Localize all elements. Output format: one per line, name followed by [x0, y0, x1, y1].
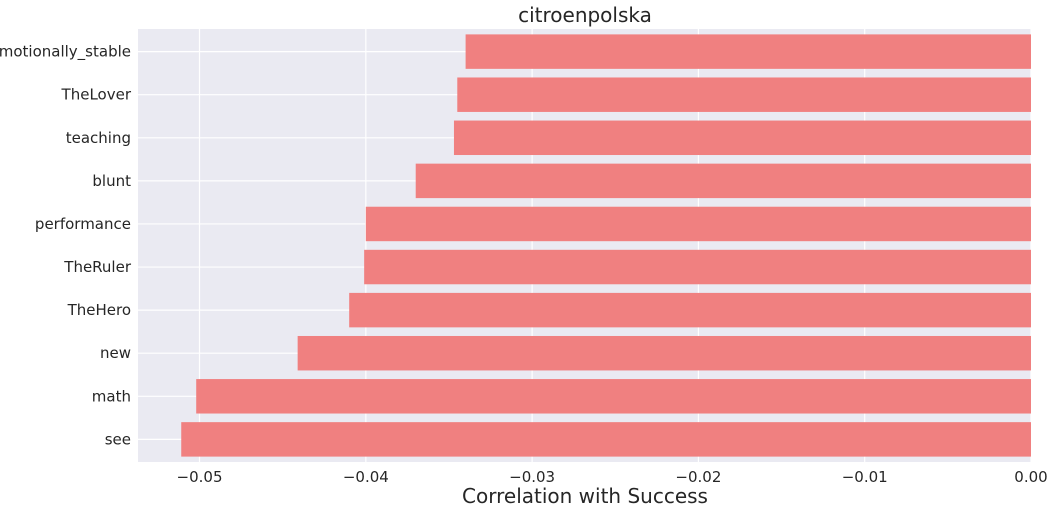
y-tick-label-emotionally_stable: emotionally_stable: [0, 43, 131, 62]
y-tick-labels: emotionally_stable TheLover teaching blunt p…: [0, 43, 132, 449]
bar-blunt: [415, 163, 1031, 199]
y-tick-label-see: see: [105, 430, 131, 448]
bar-performance: [365, 206, 1031, 242]
bar-emotionally_stable: [465, 34, 1032, 69]
y-tick-label-TheLover: TheLover: [61, 86, 132, 104]
y-tick-label-teaching: teaching: [66, 129, 131, 147]
bar-new: [297, 335, 1031, 371]
x-tick-label: −0.01: [842, 468, 888, 486]
y-tick-label-blunt: blunt: [92, 172, 131, 190]
bar-TheLover: [457, 77, 1031, 112]
y-tick-label-performance: performance: [35, 215, 131, 233]
y-tick-label-math: math: [92, 387, 131, 405]
bar-math: [196, 379, 1031, 414]
y-tick-label-TheHero: TheHero: [67, 301, 131, 319]
x-axis-label: Correlation with Success: [462, 484, 708, 508]
bar-see: [181, 422, 1031, 457]
x-tick-label: −0.05: [177, 468, 223, 486]
chart-title: citroenpolska: [518, 3, 652, 27]
bar-TheRuler: [364, 249, 1031, 285]
bar-teaching: [453, 120, 1031, 156]
y-tick-label-TheRuler: TheRuler: [63, 258, 132, 276]
bars: [181, 34, 1032, 457]
bar-TheHero: [349, 292, 1031, 328]
x-tick-labels: −0.05 −0.04 −0.03 −0.02 −0.01 0.00: [177, 468, 1048, 486]
x-tick-label: −0.04: [343, 468, 389, 486]
y-tick-label-new: new: [100, 344, 131, 362]
x-tick-label: 0.00: [1014, 468, 1047, 486]
x-tick-label: −0.02: [675, 468, 721, 486]
x-tick-label: −0.03: [509, 468, 555, 486]
